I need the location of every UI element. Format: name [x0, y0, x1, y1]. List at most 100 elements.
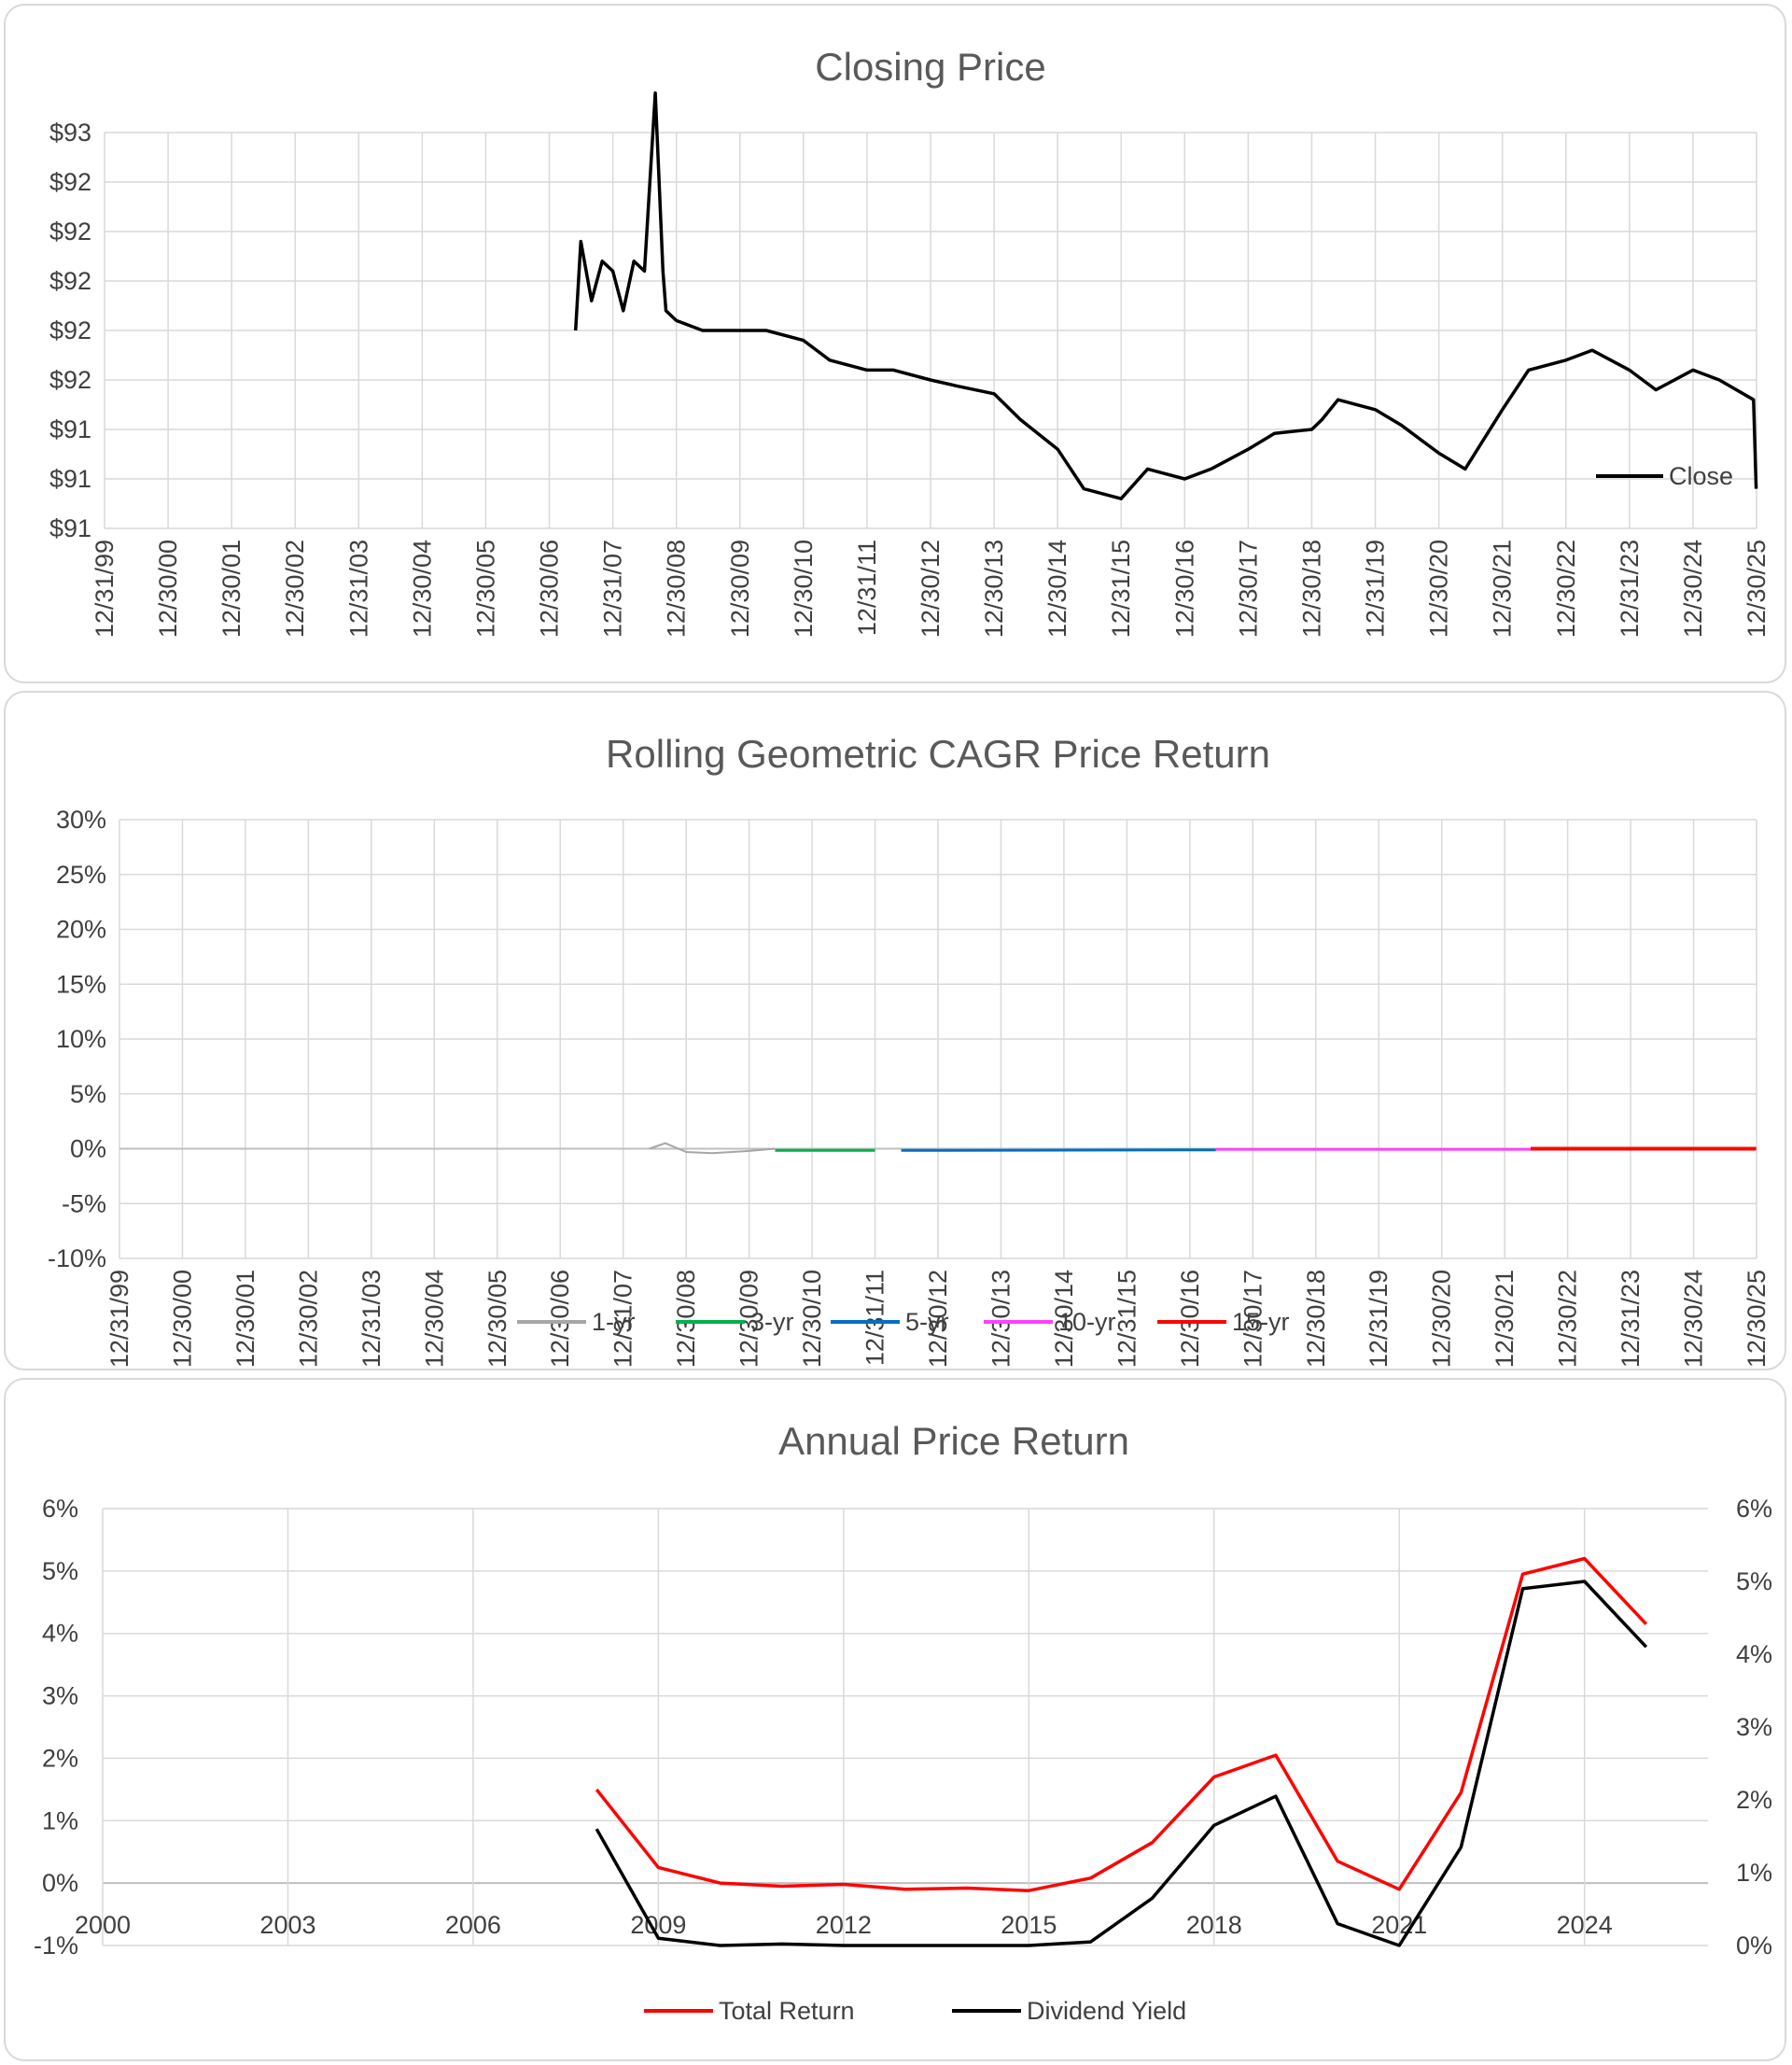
x-tick-label: 2003: [259, 1911, 315, 1939]
chart-title: Annual Price Return: [778, 1419, 1129, 1463]
x-tick-label: 12/30/08: [663, 540, 691, 638]
y-tick-label: 3%: [42, 1682, 78, 1710]
x-tick-label: 12/30/17: [1239, 1270, 1267, 1368]
y-tick-label: 25%: [56, 861, 106, 889]
chart-title: Closing Price: [815, 45, 1045, 89]
x-tick-label: 12/30/14: [1043, 540, 1071, 638]
annual-return-panel: Annual Price Return 6% 5% 4% 3% 2% 1% 0% -1% 6% 5%…: [4, 1378, 1786, 2061]
y-tick-label: $92: [49, 267, 91, 295]
y2-tick-label: 2%: [1736, 1786, 1772, 1814]
x-tick-label: 12/30/04: [420, 1270, 448, 1368]
x-tick-label: 12/30/09: [735, 1270, 763, 1368]
y2-tick-label: 0%: [1736, 1932, 1772, 1960]
x-tick-label: 12/30/13: [980, 540, 1008, 638]
y-tick-label: $92: [49, 366, 91, 394]
y-tick-label: $92: [49, 168, 91, 196]
y2-tick-label: 5%: [1736, 1567, 1772, 1595]
annual-return-chart: Annual Price Return 6% 5% 4% 3% 2% 1% 0% -1% 6% 5%…: [34, 1419, 1772, 2025]
y-tick-label: -5%: [62, 1189, 106, 1217]
legend-total-return: Total Return: [644, 1997, 855, 2025]
y-tick-label: 20%: [56, 916, 106, 944]
y-tick-label: 0%: [70, 1135, 106, 1163]
x-tick-label: 12/30/00: [154, 540, 182, 638]
x-tick-label: 12/31/15: [1107, 540, 1135, 638]
x-tick-label: 12/30/13: [987, 1270, 1015, 1368]
x-tick-label: 12/30/21: [1489, 540, 1517, 638]
y-tick-label: 10%: [56, 1025, 106, 1053]
legend-label-5-yr: 5-yr: [905, 1308, 949, 1336]
legend-dividend-yield: Dividend Yield: [952, 1997, 1186, 2025]
y-tick-label: 5%: [70, 1080, 106, 1108]
x-tick-label: 12/30/01: [217, 540, 245, 638]
y-tick-label: 4%: [42, 1620, 78, 1648]
y-tick-label: -10%: [48, 1244, 106, 1272]
y-tick-label: 5%: [42, 1557, 78, 1585]
legend-label-dividend-yield: Dividend Yield: [1027, 1997, 1186, 2025]
x-tick-label: 2018: [1186, 1911, 1242, 1939]
y-tick-label: $93: [49, 119, 91, 147]
x-tick-label: 12/30/16: [1176, 1270, 1204, 1368]
legend-3-yr: 3-yr: [676, 1308, 794, 1336]
x-tick-label: 12/30/25: [1743, 540, 1771, 638]
y-tick-label: 1%: [42, 1806, 78, 1834]
legend-close-label: Close: [1669, 462, 1733, 490]
legend-10-yr: 10-yr: [984, 1308, 1116, 1336]
series-line-close: [573, 91, 1758, 500]
series-line-1-yr: [649, 1142, 776, 1155]
y-tick-label: $91: [49, 514, 91, 542]
legend-1-yr: 1-yr: [517, 1308, 636, 1336]
x-tick-label: 2015: [1001, 1911, 1057, 1939]
x-tick-label: 12/30/05: [483, 1270, 511, 1368]
y-tick-label: 30%: [56, 806, 106, 834]
legend-5-yr: 5-yr: [831, 1308, 949, 1336]
x-tick-label: 12/31/99: [91, 540, 119, 638]
x-tick-label: 12/31/11: [861, 1270, 889, 1366]
y2-tick-label: 6%: [1736, 1495, 1772, 1523]
series-line-total-return: [595, 1556, 1648, 1892]
chart-title: Rolling Geometric CAGR Price Return: [606, 732, 1270, 776]
legend-label-1-yr: 1-yr: [592, 1308, 636, 1336]
x-tick-label: 12/30/00: [168, 1270, 196, 1368]
x-tick-label: 12/30/12: [917, 540, 945, 638]
x-tick-label: 12/30/22: [1552, 540, 1580, 638]
legend-label-total-return: Total Return: [719, 1997, 855, 2025]
x-tick-label: 2024: [1557, 1911, 1613, 1939]
x-tick-label: 12/31/19: [1365, 1270, 1393, 1368]
y-tick-label: 0%: [42, 1869, 78, 1897]
x-tick-label: 12/30/05: [471, 540, 499, 638]
legend-15-yr: 15-yr: [1157, 1308, 1290, 1336]
x-tick-label: 12/30/09: [726, 540, 754, 638]
x-tick-label: 12/30/04: [408, 540, 436, 638]
x-tick-label: 12/30/02: [294, 1270, 322, 1368]
legend-label-15-yr: 15-yr: [1232, 1308, 1290, 1336]
x-tick-label: 12/30/21: [1491, 1270, 1519, 1368]
x-tick-label: 2006: [445, 1911, 501, 1939]
closing-price-chart: Closing Price 12/31/99 12/30/00 12/30/01 12/…: [49, 45, 1771, 638]
y-tick-label: 2%: [42, 1744, 78, 1772]
x-tick-label: 2009: [630, 1911, 686, 1939]
x-tick-label: 12/31/07: [609, 1270, 637, 1368]
x-tick-label: 12/31/07: [599, 540, 627, 638]
x-tick-label: 12/30/20: [1425, 540, 1453, 638]
x-tick-label: 12/30/18: [1297, 540, 1325, 638]
x-tick-label: 12/30/25: [1743, 1270, 1771, 1368]
x-tick-label: 12/30/08: [672, 1270, 700, 1368]
y-tick-label: 6%: [42, 1495, 78, 1523]
x-tick-label: 12/31/19: [1362, 540, 1390, 638]
x-tick-label: 12/31/03: [344, 540, 372, 638]
x-tick-label: 12/30/01: [231, 1270, 259, 1368]
x-tick-label: 12/31/23: [1616, 540, 1644, 638]
rolling-cagr-panel: Rolling Geometric CAGR Price Return 12/31…: [4, 691, 1786, 1370]
x-tick-label: 2000: [75, 1911, 131, 1939]
y2-tick-label: 4%: [1736, 1640, 1772, 1668]
series-line-dividend-yield: [595, 1580, 1648, 1947]
x-tick-label: 12/30/14: [1050, 1270, 1078, 1368]
x-tick-label: 12/30/06: [546, 1270, 574, 1368]
closing-price-panel: Closing Price 12/31/99 12/30/00 12/30/01 12/…: [4, 4, 1786, 683]
legend-label-3-yr: 3-yr: [750, 1308, 794, 1336]
x-tick-label: 12/30/12: [924, 1270, 952, 1368]
y-tick-label: $91: [49, 415, 91, 443]
x-tick-label: 12/30/10: [790, 540, 818, 638]
x-tick-label: 12/30/24: [1680, 1270, 1708, 1368]
x-tick-label: 12/30/20: [1428, 1270, 1456, 1368]
